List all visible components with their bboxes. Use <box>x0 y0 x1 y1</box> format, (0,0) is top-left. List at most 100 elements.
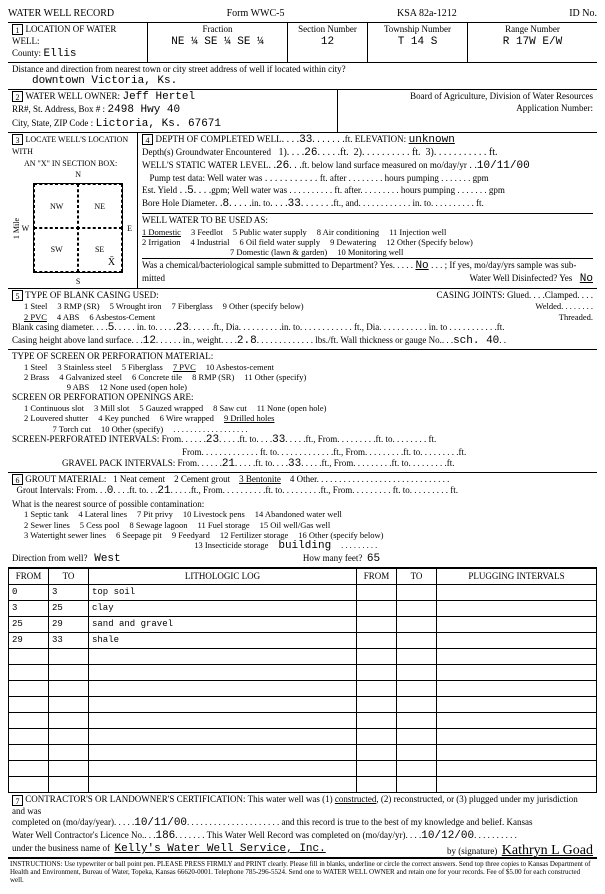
diam-label: Blank casing diameter <box>12 322 92 332</box>
se-q: SEX̄ <box>77 227 122 272</box>
section-value: 12 <box>321 36 334 48</box>
bore-tail: ft., and. . . . . . . . . . . . in. to. … <box>333 198 484 208</box>
nw-q: NW <box>34 184 79 229</box>
box-5: 5 <box>12 290 23 301</box>
use-7: 7 Domestic (lawn & garden) <box>230 247 327 257</box>
owner-label: WATER WELL OWNER: <box>26 91 120 101</box>
static-value: 26 <box>276 160 289 172</box>
table-row <box>9 665 597 681</box>
e-label: E <box>127 224 132 234</box>
box-3: 3 <box>12 134 23 145</box>
addr-label: RR#, St. Address, Box # : <box>12 104 105 114</box>
use-6: 6 Oil field water supply <box>239 237 320 247</box>
box-7: 7 <box>12 795 23 806</box>
height-label: Casing height above land surface <box>12 335 131 345</box>
col-plug: PLUGGING INTERVALS <box>437 569 597 585</box>
est-value: 5 <box>187 185 194 197</box>
township-label: Township Number <box>384 24 451 34</box>
col-from2: FROM <box>357 569 397 585</box>
cert-date2: 10/12/00 <box>421 830 474 842</box>
addr-value: 2498 Hwy 40 <box>108 104 181 116</box>
use-4: 4 Industrial <box>190 237 229 247</box>
dir-label: Direction from well? <box>12 553 87 563</box>
screen-label: TYPE OF SCREEN OR PERFORATION MATERIAL: <box>12 351 213 361</box>
lithologic-table: FROM TO LITHOLOGIC LOG FROM TO PLUGGING … <box>8 568 597 793</box>
table-row <box>9 729 597 745</box>
form-no: Form WWC-5 <box>227 8 285 20</box>
est-label: Est. Yield <box>142 185 177 195</box>
s3-sub: AN "X" IN SECTION BOX: <box>24 159 117 168</box>
bore2: 33 <box>288 198 301 210</box>
elev-label: ft. ELEVATION: <box>345 134 406 144</box>
src-label: What is the nearest source of possible c… <box>12 499 204 509</box>
title: WATER WELL RECORD <box>8 8 114 20</box>
use-1: 1 Domestic <box>142 227 181 237</box>
use-2: 2 Irrigation <box>142 237 180 247</box>
bore-label: Bore Hole Diameter <box>142 198 215 208</box>
s6-label: GROUT MATERIAL: <box>25 474 106 484</box>
footer-instructions: INSTRUCTIONS: Use typewriter or ball poi… <box>8 858 597 886</box>
app-label: Application Number: <box>516 103 593 113</box>
box-1: 1 <box>12 24 23 35</box>
section-7: 7 CONTRACTOR'S OR LANDOWNER'S CERTIFICAT… <box>8 793 597 858</box>
open-label: SCREEN OR PERFORATION OPENINGS ARE: <box>12 392 194 402</box>
section-3-4: 3 LOCATE WELL'S LOCATION WITH AN "X" IN … <box>8 133 597 289</box>
s7-text2: completed on (mo/day/year) <box>12 817 114 827</box>
county-value: Ellis <box>44 48 77 60</box>
box-4: 4 <box>142 134 153 145</box>
use-3: 3 Feedlot <box>191 227 223 237</box>
chem-no: No <box>415 260 428 272</box>
mile-label: 1 Mile <box>12 218 22 239</box>
gw1: 26 <box>304 147 317 159</box>
s7-text3: Water Well Contractor's Licence No. <box>12 830 144 840</box>
ne-q: NE <box>77 184 122 229</box>
id-no: ID No. <box>569 8 597 20</box>
section-label: Section Number <box>298 24 357 34</box>
use-9: 9 Dewatering <box>330 237 376 247</box>
table-row <box>9 713 597 729</box>
chem-tail: . . . ; If yes, mo/day/yrs sample was su… <box>431 260 576 270</box>
s4-label: DEPTH OF COMPLETED WELL <box>156 134 282 144</box>
depth-value: 33 <box>299 134 312 146</box>
use-list: 1 Domestic 3 Feedlot 5 Public water supp… <box>142 227 593 237</box>
use-10: 10 Monitoring well <box>337 247 403 257</box>
use-8: 8 Air conditioning <box>317 227 379 237</box>
pump-tail: ft. after . . . . . . . . hours pumping … <box>320 173 489 183</box>
int-label: Grout Intervals: From <box>17 485 96 495</box>
dist-value: downtown Victoria, Ks. <box>32 75 177 87</box>
bore1: 8 <box>222 198 229 210</box>
section-2: 2 WATER WELL OWNER: Jeff Hertel RR#, St.… <box>8 90 597 133</box>
sw-q: SW <box>34 227 79 272</box>
distance-row: Distance and direction from nearest town… <box>8 63 597 90</box>
section-6: 6 GROUT MATERIAL: 1 Neat cement 2 Cement… <box>8 473 597 568</box>
static-label: WELL'S STATIC WATER LEVEL <box>142 160 268 170</box>
col-to2: TO <box>397 569 437 585</box>
disinf-no: No <box>580 273 593 285</box>
table-row <box>9 681 597 697</box>
form-header: WATER WELL RECORD Form WWC-5 KSA 82a-121… <box>8 8 597 23</box>
est-tail: gpm; Well water was . . . . . . . . . . … <box>211 185 505 195</box>
township-value: T 14 S <box>398 36 438 48</box>
gw-label: Depth(s) Groundwater Encountered <box>142 147 271 157</box>
owner-name: Jeff Hertel <box>122 91 195 103</box>
loc-label: LOCATION OF WATER WELL: <box>12 24 116 46</box>
range-label: Range Number <box>505 24 560 34</box>
sig-label: by (signature) <box>447 846 497 856</box>
range-value: R 17W E/W <box>503 36 562 48</box>
use-5: 5 Public water supply <box>233 227 307 237</box>
use-12: 12 Other (Specify below) <box>386 237 473 247</box>
section-box: NW NE SW SEX̄ <box>33 183 123 273</box>
mitted: mitted <box>142 273 165 283</box>
dir-value: West <box>94 553 120 565</box>
fraction-value: NE ¼ SE ¼ SE ¼ <box>171 36 263 48</box>
joints-label: CASING JOINTS: Glued. . . .Clamped. . . … <box>437 290 594 301</box>
col-to: TO <box>49 569 89 585</box>
use-11: 11 Injection well <box>389 227 446 237</box>
feet-label: How many feet? <box>303 553 362 563</box>
city-label: City, State, ZIP Code : <box>12 118 93 128</box>
static-date: 10/11/00 <box>477 160 530 172</box>
chem-label: Was a chemical/bacteriological sample su… <box>142 260 413 270</box>
screen-section: TYPE OF SCREEN OR PERFORATION MATERIAL: … <box>8 350 597 473</box>
table-row <box>9 697 597 713</box>
dist-label: Distance and direction from nearest town… <box>12 64 346 74</box>
